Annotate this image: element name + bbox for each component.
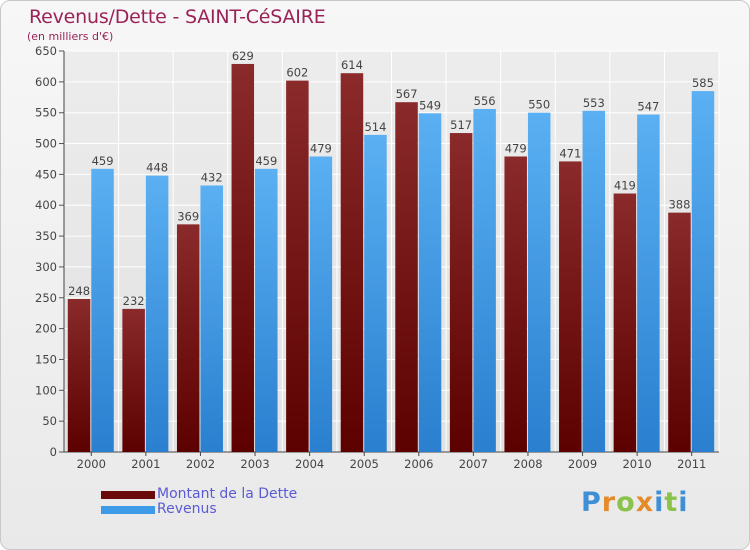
data-label: 248 [68,284,90,298]
logo-letter: r [601,487,617,518]
bar-revenus [527,112,551,452]
data-label: 419 [614,179,636,193]
y-tick-label: 200 [35,322,57,336]
data-label: 549 [419,98,441,112]
bar-revenus [309,156,333,453]
data-label: 369 [177,209,199,223]
bar-dette [340,73,364,452]
x-tick-label: 2000 [77,457,106,471]
data-label: 479 [505,141,527,155]
bar-dette [613,193,637,453]
x-tick-label: 2010 [622,457,651,471]
y-tick-label: 300 [35,260,57,274]
logo-letter: x [635,487,655,518]
legend-swatch-revenus [101,506,155,514]
data-label: 514 [364,120,386,134]
bar-dette [67,299,91,452]
y-tick-label: 350 [35,229,57,243]
y-tick-label: 550 [35,106,57,120]
chart-subtitle: (en milliers d'€) [27,30,114,43]
data-label: 602 [286,66,308,80]
y-tick-label: 400 [35,198,57,212]
data-label: 232 [123,294,145,308]
bar-revenus [91,168,114,452]
y-tick-label: 250 [35,291,57,305]
data-label: 614 [341,58,363,72]
bar-revenus [691,91,715,452]
data-label: 629 [232,49,254,63]
x-tick-label: 2003 [240,457,269,471]
bar-revenus [582,110,606,452]
y-tick-label: 450 [35,167,57,181]
bar-revenus [418,113,442,452]
data-label: 479 [310,141,332,155]
bar-dette [286,80,309,452]
bar-dette [122,308,145,452]
x-tick-label: 2008 [513,457,542,471]
logo-letter: i [678,487,689,518]
x-tick-label: 2001 [131,457,160,471]
y-tick-label: 100 [35,383,57,397]
logo-letter: t [664,487,679,518]
data-label: 547 [637,100,659,114]
bar-revenus [637,114,660,452]
data-label: 459 [255,154,277,168]
chart-title: Revenus/Dette - SAINT-CéSAIRE [29,6,326,28]
x-tick-label: 2002 [186,457,215,471]
bar-dette [504,156,527,453]
y-tick-label: 650 [35,44,57,58]
legend-label-revenus: Revenus [157,501,217,517]
data-label: 432 [201,170,223,184]
data-label: 553 [583,96,605,110]
x-tick-label: 2011 [677,457,706,471]
data-label: 517 [450,118,472,132]
x-tick-label: 2009 [568,457,597,471]
x-tick-label: 2004 [295,457,324,471]
bar-dette [395,102,418,452]
x-tick-label: 2005 [350,457,379,471]
data-label: 471 [559,146,581,160]
legend-swatch-dette [101,491,155,499]
y-tick-label: 500 [35,137,57,151]
x-tick-label: 2006 [404,457,433,471]
x-tick-label: 2007 [459,457,488,471]
y-tick-label: 50 [42,414,57,428]
bar-dette [559,161,582,452]
bar-revenus [145,175,169,452]
data-label: 550 [528,98,550,112]
bar-dette [231,63,255,452]
data-label: 567 [396,87,418,101]
legend-label-dette: Montant de la Dette [157,486,298,502]
logo-letter: o [616,487,636,518]
bar-revenus [364,134,387,452]
y-tick-label: 0 [50,445,57,459]
data-label: 388 [668,198,690,212]
y-tick-label: 150 [35,352,57,366]
bar-revenus [473,108,496,452]
data-label: 448 [146,161,168,175]
y-tick-label: 600 [35,75,57,89]
bar-dette [449,133,473,452]
data-label: 585 [692,76,714,90]
proxiti-logo: Proxiti [581,487,689,518]
data-label: 459 [92,154,114,168]
bar-dette [668,212,691,452]
logo-letter: i [654,487,665,518]
bar-revenus [255,168,278,452]
data-label: 556 [474,94,496,108]
bar-dette [176,224,200,452]
logo-letter: P [581,487,602,518]
bar-revenus [200,185,223,452]
